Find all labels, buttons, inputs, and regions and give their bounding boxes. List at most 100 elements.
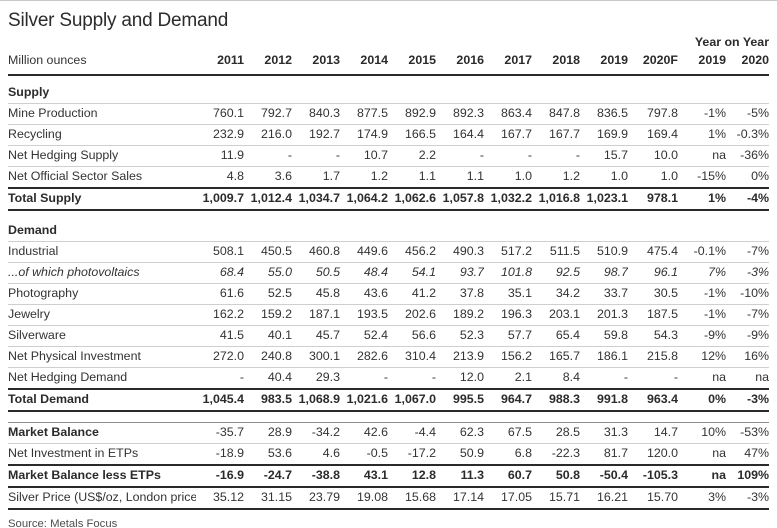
cell-2012: 1,012.4	[244, 187, 292, 211]
cell-2020f: 14.7	[628, 422, 678, 444]
cell-2018: 988.3	[532, 388, 580, 412]
cell-2011: 272.0	[196, 346, 244, 368]
cell-2017: 156.2	[484, 346, 532, 368]
page-title: Silver Supply and Demand	[8, 10, 229, 31]
cell-2011: 68.4	[196, 262, 244, 284]
cell-2014: 10.7	[340, 145, 388, 167]
cell-2013: 840.3	[292, 103, 340, 125]
cell-2013: 187.1	[292, 304, 340, 326]
cell-2014: 449.6	[340, 241, 388, 263]
cell-2020f: 215.8	[628, 346, 678, 368]
cell-2015: 12.8	[388, 464, 436, 488]
cell-2013: 460.8	[292, 241, 340, 263]
yoy-spacer	[8, 34, 678, 51]
cell-yoy-2020: -36%	[726, 145, 770, 167]
cell-2019: 98.7	[580, 262, 628, 284]
row-recycling: Recycling 232.9 216.0 192.7 174.9 166.5 164.4 1…	[8, 124, 770, 146]
cell-2012: 216.0	[244, 124, 292, 146]
cell-2020f: 54.3	[628, 325, 678, 347]
cell-2012: 52.5	[244, 283, 292, 305]
cell-2017: 60.7	[484, 464, 532, 488]
cell-2019: 1,023.1	[580, 187, 628, 211]
cell-2019: 510.9	[580, 241, 628, 263]
cell-2015: 1,062.6	[388, 187, 436, 211]
cell-2014: 42.6	[340, 422, 388, 444]
cell-2018: 165.7	[532, 346, 580, 368]
cell-yoy-2020: 47%	[726, 443, 770, 466]
cell-2014: 282.6	[340, 346, 388, 368]
cell-yoy-2020: na	[726, 367, 770, 390]
cell-yoy-2019: 10%	[678, 422, 726, 444]
cell-2011: 760.1	[196, 103, 244, 125]
cell-yoy-2019: -15%	[678, 166, 726, 189]
cell-2020f: 10.0	[628, 145, 678, 167]
cell-yoy-2019: na	[678, 367, 726, 390]
row-demand: Demand	[8, 221, 770, 242]
col-header-2018: 2018	[532, 51, 580, 76]
cell-2011: 61.6	[196, 283, 244, 305]
row-gap	[8, 210, 769, 221]
cell-2015: 892.9	[388, 103, 436, 125]
cell-2012: 450.5	[244, 241, 292, 263]
cell-yoy-2019: 3%	[678, 487, 726, 510]
cell-2015: 310.4	[388, 346, 436, 368]
col-header-2019: 2019	[580, 51, 628, 76]
cell-2015: -17.2	[388, 443, 436, 466]
cell-2016: 11.3	[436, 464, 484, 488]
col-header-2017: 2017	[484, 51, 532, 76]
cell-2017: 167.7	[484, 124, 532, 146]
cell-2016: 995.5	[436, 388, 484, 412]
row-label: Market Balance	[8, 422, 196, 444]
cell-2013: 45.7	[292, 325, 340, 347]
cell-2020f: -	[628, 367, 678, 390]
col-header-2016: 2016	[436, 51, 484, 76]
cell-2018: 511.5	[532, 241, 580, 263]
col-header-2012: 2012	[244, 51, 292, 76]
cell-2017: 101.8	[484, 262, 532, 284]
cell-2014: 1.2	[340, 166, 388, 189]
cell-yoy-2019: 12%	[678, 346, 726, 368]
cell-2015: 166.5	[388, 124, 436, 146]
cell-2015: 202.6	[388, 304, 436, 326]
cell-2012: 55.0	[244, 262, 292, 284]
cell-2013: 29.3	[292, 367, 340, 390]
cell-2014: 43.6	[340, 283, 388, 305]
cell-2012: 159.2	[244, 304, 292, 326]
cell-2011: -18.9	[196, 443, 244, 466]
cell-2014: 174.9	[340, 124, 388, 146]
column-header-row: Million ounces 2011 2012 2013 2014 2015 2016 2…	[8, 51, 770, 76]
cell-2013: 192.7	[292, 124, 340, 146]
cell-2015: -4.4	[388, 422, 436, 444]
cell-2020f: 96.1	[628, 262, 678, 284]
cell-2012: 983.5	[244, 388, 292, 412]
source-note: Source: Metals Focus	[8, 518, 118, 528]
cell-2018: 50.8	[532, 464, 580, 488]
cell-2015: 1,067.0	[388, 388, 436, 412]
cell-2018: 847.8	[532, 103, 580, 125]
row-net-hedging-supply: Net Hedging Supply 11.9- -10.7 2.2- - -15.7 10…	[8, 145, 770, 167]
row-label: Market Balance less ETPs	[8, 464, 196, 488]
cell-yoy-2019: -1%	[678, 103, 726, 125]
cell-2017: -	[484, 145, 532, 167]
row-market-balance-less-etps: Market Balance less ETPs -16.9 -24.7 -38.8 4…	[8, 464, 770, 488]
cell-2013: 50.5	[292, 262, 340, 284]
cell-yoy-2019: na	[678, 443, 726, 466]
cell-yoy-2019: -9%	[678, 325, 726, 347]
cell-2018: 1.2	[532, 166, 580, 189]
cell-2014: -0.5	[340, 443, 388, 466]
cell-2011: 162.2	[196, 304, 244, 326]
row-gap-cell	[8, 411, 769, 423]
cell-2019: -50.4	[580, 464, 628, 488]
cell-2015: 56.6	[388, 325, 436, 347]
cell-yoy-2019: na	[678, 464, 726, 488]
cell-2020f: 963.4	[628, 388, 678, 412]
cell-2016: 189.2	[436, 304, 484, 326]
cell-2014: 877.5	[340, 103, 388, 125]
col-header-2015: 2015	[388, 51, 436, 76]
cell-2015: 1.1	[388, 166, 436, 189]
row-net-investment-in-etps: Net Investment in ETPs -18.9 53.6 4.6 -0.5 -1…	[8, 443, 770, 466]
col-header-2011: 2011	[196, 51, 244, 76]
section-label-supply: Supply	[8, 75, 770, 104]
cell-2013: 300.1	[292, 346, 340, 368]
